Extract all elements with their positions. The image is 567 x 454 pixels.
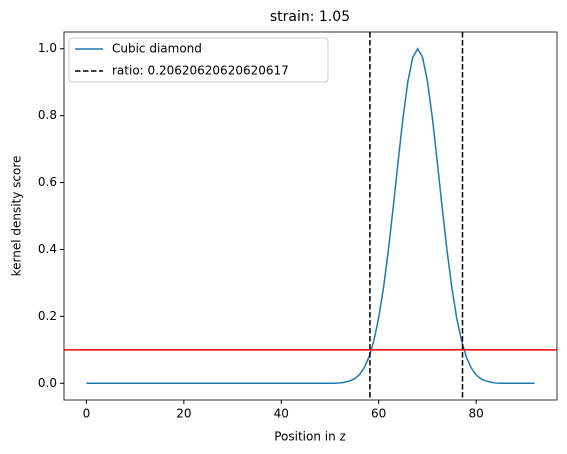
y-tick-label: 0.2 — [38, 309, 57, 323]
x-tick-label: 0 — [83, 407, 91, 421]
y-tick-label: 0.0 — [38, 376, 57, 390]
x-axis-label: Position in z — [274, 430, 346, 444]
x-tick-label: 40 — [274, 407, 289, 421]
x-tick-label: 80 — [468, 407, 483, 421]
x-tick-label: 60 — [371, 407, 386, 421]
legend-box — [68, 37, 329, 83]
x-tick-label: 20 — [176, 407, 191, 421]
plot-frame — [63, 31, 558, 401]
y-tick-label: 0.4 — [38, 242, 57, 256]
line-series — [86, 47, 535, 385]
legend-label: ratio: 0.20620620620620617 — [112, 64, 289, 78]
y-tick-label: 1.0 — [38, 41, 57, 55]
chart-title: strain: 1.05 — [270, 9, 350, 25]
y-tick-label: 0.8 — [38, 108, 57, 122]
y-axis-label: kernel density score — [10, 156, 24, 277]
y-tick-label: 0.6 — [38, 175, 57, 189]
legend-label: Cubic diamond — [112, 42, 202, 56]
